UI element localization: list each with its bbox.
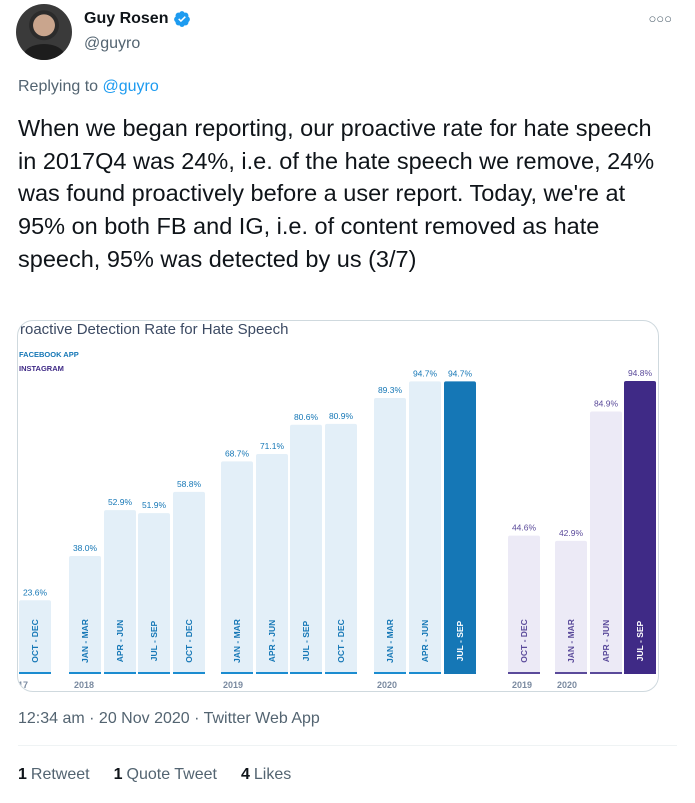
data-label: 42.9% — [559, 528, 584, 538]
divider — [18, 745, 677, 746]
category-label: JUL - SEP — [149, 620, 159, 661]
data-label: 52.9% — [108, 497, 133, 507]
category-label: OCT - DEC — [30, 619, 40, 662]
replying-to-link[interactable]: @guyro — [102, 78, 159, 95]
bar-fb-3 — [138, 513, 170, 673]
year-label: 2020 — [557, 680, 577, 690]
quote-tweet-stat[interactable]: 1 Quote Tweet — [113, 766, 217, 783]
bar-base-fb-11 — [444, 672, 476, 674]
bar-fb-6 — [256, 454, 288, 673]
year-label: 2019 — [223, 680, 243, 690]
more-options-icon[interactable]: ○○○ — [648, 11, 672, 26]
category-label: APR - JUN — [601, 620, 611, 663]
likes-stat[interactable]: 4 Likes — [240, 766, 292, 783]
bar-fb-10 — [409, 381, 441, 673]
category-label: OCT - DEC — [519, 619, 529, 662]
author-handle[interactable]: @guyro — [84, 35, 141, 52]
replying-prefix: Replying to — [18, 78, 99, 95]
bar-base-fb-9 — [374, 672, 406, 674]
tweet-media-chart[interactable]: Proactive Detection Rate for Hate Speech… — [17, 320, 659, 692]
data-label: 23.6% — [23, 587, 48, 597]
category-label: JAN - MAR — [80, 619, 90, 663]
bar-fb-1 — [69, 555, 101, 673]
retweet-stat[interactable]: 1 Retweet — [18, 766, 90, 783]
author-name[interactable]: Guy Rosen — [84, 10, 169, 27]
bar-base-fb-3 — [138, 672, 170, 674]
data-label: 80.9% — [329, 411, 354, 421]
category-label: JAN - MAR — [566, 619, 576, 663]
bar-base-fb-7 — [290, 672, 322, 674]
tweet-stats: 1 Retweet 1 Quote Tweet 4 Likes — [18, 766, 291, 784]
data-label: 71.1% — [260, 441, 285, 451]
bar-ig-1 — [555, 540, 587, 673]
year-label: 2018 — [74, 680, 94, 690]
bar-base-fb-10 — [409, 672, 441, 674]
category-label: APR - JUN — [420, 620, 430, 663]
category-label: JUL - SEP — [301, 620, 311, 661]
bar-fb-11 — [444, 381, 476, 673]
category-label: JAN - MAR — [232, 619, 242, 663]
author-row: Guy Rosen — [84, 10, 191, 28]
bar-base-ig-0 — [508, 672, 540, 674]
data-label: 94.7% — [448, 368, 473, 378]
chart-svg: Proactive Detection Rate for Hate Speech… — [18, 321, 656, 690]
bar-base-ig-2 — [590, 672, 622, 674]
data-label: 94.8% — [628, 368, 653, 378]
bar-ig-3 — [624, 381, 656, 673]
category-label: JUL - SEP — [635, 620, 645, 661]
category-label: OCT - DEC — [336, 619, 346, 662]
bar-fb-7 — [290, 424, 322, 673]
year-label: 2017 — [18, 680, 28, 690]
bar-fb-4 — [173, 491, 205, 673]
data-label: 38.0% — [73, 543, 98, 553]
data-label: 44.6% — [512, 523, 537, 533]
bar-fb-8 — [325, 423, 357, 673]
bar-base-fb-0 — [19, 672, 51, 674]
bar-base-fb-8 — [325, 672, 357, 674]
category-label: JUL - SEP — [455, 620, 465, 661]
data-label: 68.7% — [225, 448, 250, 458]
tweet-header: Guy Rosen @guyro ○○○ — [16, 4, 676, 64]
data-label: 89.3% — [378, 385, 403, 395]
legend-facebook: FACEBOOK APP — [19, 350, 79, 359]
bar-base-ig-3 — [624, 672, 656, 674]
category-label: APR - JUN — [115, 620, 125, 663]
chart-title: Proactive Detection Rate for Hate Speech — [18, 321, 288, 338]
data-label: 51.9% — [142, 500, 167, 510]
bar-base-fb-2 — [104, 672, 136, 674]
tweet-timestamp[interactable]: 12:34 am · 20 Nov 2020 · Twitter Web App — [18, 710, 320, 727]
bar-base-fb-5 — [221, 672, 253, 674]
tweet-text: When we began reporting, our proactive r… — [18, 115, 655, 272]
year-label: 2019 — [512, 680, 532, 690]
data-label: 94.7% — [413, 368, 438, 378]
category-label: JAN - MAR — [385, 619, 395, 663]
year-label: 2020 — [377, 680, 397, 690]
legend-instagram: INSTAGRAM — [19, 364, 64, 373]
bar-fb-5 — [221, 461, 253, 673]
bar-fb-2 — [104, 510, 136, 673]
replying-to: Replying to @guyro — [18, 78, 159, 96]
bar-ig-0 — [508, 535, 540, 673]
bar-fb-9 — [374, 397, 406, 673]
category-label: OCT - DEC — [184, 619, 194, 662]
bar-base-fb-1 — [69, 672, 101, 674]
bar-base-ig-1 — [555, 672, 587, 674]
bar-base-fb-6 — [256, 672, 288, 674]
data-label: 58.8% — [177, 479, 202, 489]
data-label: 80.6% — [294, 412, 319, 422]
verified-badge-icon — [174, 11, 191, 27]
bar-ig-2 — [590, 411, 622, 673]
category-label: APR - JUN — [267, 620, 277, 663]
bar-fb-0 — [19, 600, 51, 673]
data-label: 84.9% — [594, 399, 619, 409]
bar-base-fb-4 — [173, 672, 205, 674]
avatar[interactable] — [16, 4, 72, 60]
